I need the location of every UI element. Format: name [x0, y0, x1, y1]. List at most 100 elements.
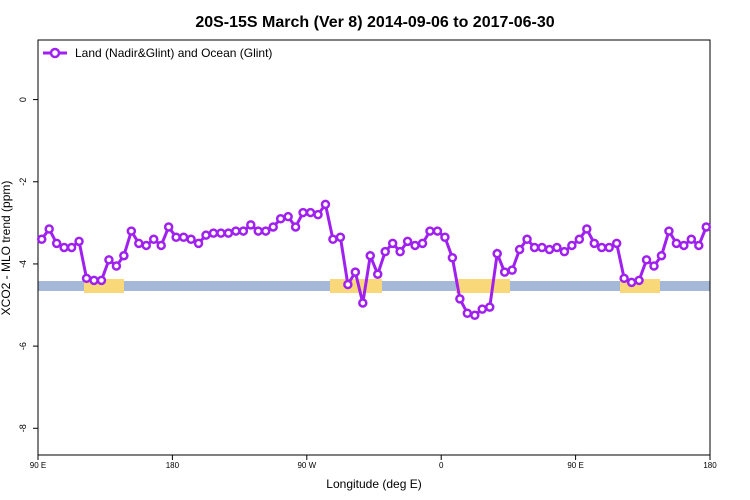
- legend-marker: [49, 47, 61, 59]
- chart-title: 20S-15S March (Ver 8) 2014-09-06 to 2017…: [195, 14, 554, 31]
- data-point: [163, 222, 174, 232]
- data-point: [544, 244, 555, 255]
- data-point: [343, 279, 353, 290]
- y-axis-label: XCO2 - MLO trend (ppm): [0, 181, 13, 316]
- data-point: [425, 226, 435, 236]
- data-point: [178, 232, 189, 242]
- y-tick-label: -4: [18, 260, 28, 268]
- data-point: [290, 222, 301, 232]
- data-point: [626, 277, 637, 288]
- data-point: [223, 228, 234, 238]
- data-point: [604, 242, 614, 253]
- data-point: [470, 310, 480, 321]
- data-point: [193, 238, 204, 249]
- y-tick-label: -2: [18, 178, 28, 186]
- data-point: [59, 242, 69, 253]
- data-point: [686, 234, 697, 245]
- data-point: [320, 199, 331, 210]
- data-point: [447, 253, 458, 263]
- data-point: [275, 213, 286, 224]
- data-point: [402, 236, 413, 247]
- data-point: [380, 246, 390, 257]
- data-point: [589, 238, 600, 249]
- data-point: [484, 302, 495, 312]
- data-point: [455, 294, 465, 304]
- data-point: [387, 238, 398, 249]
- data-point: [664, 226, 674, 236]
- data-point: [96, 275, 107, 286]
- data-point: [44, 224, 54, 234]
- data-point: [238, 226, 249, 236]
- data-point: [134, 238, 144, 249]
- data-point: [440, 232, 450, 242]
- data-point: [119, 250, 129, 261]
- plot-frame: [37, 39, 711, 456]
- data-point: [537, 242, 547, 253]
- data-point: [260, 226, 271, 236]
- data-point: [350, 267, 361, 277]
- data-point: [246, 220, 256, 230]
- data-point: [208, 228, 219, 238]
- data-point: [141, 240, 152, 251]
- x-tick-label: 180: [166, 461, 180, 470]
- y-tick-label: -6: [18, 342, 28, 350]
- data-point: [66, 242, 77, 253]
- data-point: [432, 226, 443, 236]
- data-point: [641, 255, 652, 265]
- data-point: [216, 228, 226, 238]
- data-point: [559, 246, 570, 257]
- legend-label: Land (Nadir&Glint) and Ocean (Glint): [75, 46, 272, 60]
- data-point: [634, 275, 644, 286]
- surface-band: [38, 279, 710, 293]
- data-point: [529, 242, 540, 253]
- data-point: [410, 240, 420, 251]
- data-point: [335, 232, 346, 242]
- data-point: [656, 250, 667, 261]
- x-tick-label: 90 W: [297, 461, 316, 470]
- data-point: [582, 224, 592, 234]
- data-point: [81, 273, 92, 284]
- data-point: [499, 267, 510, 277]
- data-point: [36, 234, 47, 245]
- data-point: [283, 211, 293, 222]
- data-point: [395, 246, 405, 257]
- data-point: [186, 234, 196, 245]
- data-point: [365, 250, 376, 261]
- data-point: [417, 238, 428, 249]
- data-point: [679, 240, 689, 251]
- data-point: [649, 261, 659, 271]
- data-point: [111, 261, 122, 271]
- data-point: [358, 298, 368, 308]
- data-point: [596, 242, 607, 253]
- x-tick-label: 0: [439, 461, 444, 470]
- x-axis-label: Longitude (deg E): [326, 477, 421, 491]
- data-point: [492, 248, 502, 259]
- x-tick-label: 90 E: [30, 461, 46, 470]
- data-point: [298, 207, 308, 218]
- data-point: [619, 273, 629, 284]
- data-point: [253, 226, 264, 236]
- data-point: [328, 234, 338, 245]
- data-point: [201, 230, 211, 240]
- x-tick-label: 90 E: [567, 461, 583, 470]
- data-point: [171, 232, 181, 242]
- data-point: [574, 234, 585, 245]
- data-point: [313, 209, 323, 220]
- data-point: [567, 240, 577, 251]
- data-point: [268, 222, 278, 232]
- data-point: [148, 234, 159, 245]
- x-tick-label: 180: [703, 461, 717, 470]
- data-point: [477, 304, 488, 314]
- y-tick-label: -8: [18, 424, 28, 432]
- data-point: [305, 207, 316, 218]
- data-point: [522, 234, 532, 245]
- data-point: [372, 269, 383, 279]
- data-point: [694, 240, 704, 251]
- series-line: [40, 200, 708, 317]
- data-point: [462, 308, 473, 318]
- data-point: [611, 238, 622, 249]
- data-point: [514, 244, 525, 255]
- data-point: [104, 255, 114, 265]
- y-tick-label: 0: [18, 97, 28, 102]
